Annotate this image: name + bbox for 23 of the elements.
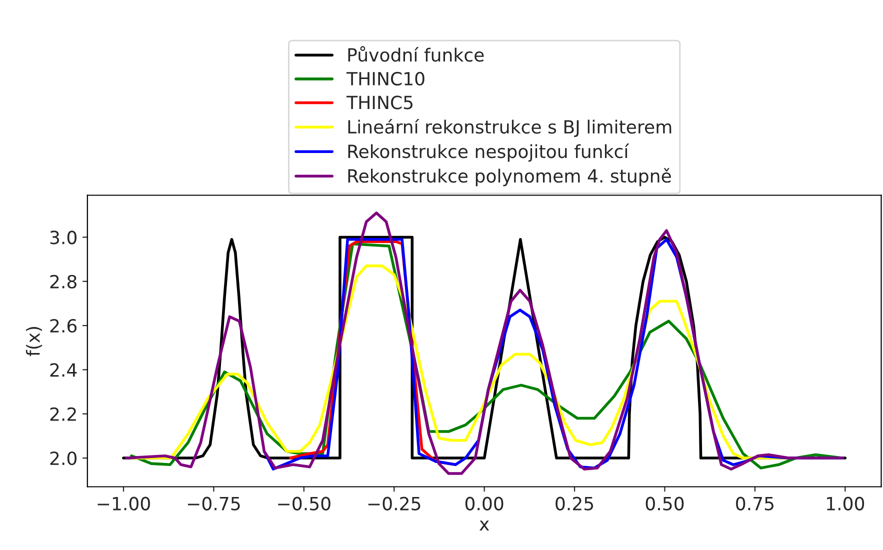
x-tick-label: 0.25 xyxy=(556,496,594,510)
y-tick-label: 2.2 xyxy=(50,407,76,421)
y-axis-title: f(x) xyxy=(26,326,42,356)
x-axis-title: x xyxy=(480,520,490,530)
y-tick-label: 2.6 xyxy=(50,319,77,333)
x-tick-label: 1.00 xyxy=(827,496,864,510)
y-tick-label: 2.0 xyxy=(50,452,76,466)
legend-label: Původní funkce xyxy=(348,46,484,62)
y-tick-label: 3.0 xyxy=(50,230,76,244)
x-tick-label: −0.75 xyxy=(188,496,240,510)
x-tick-label: 0.00 xyxy=(465,496,504,510)
legend-label: Rekonstrukce polynomem 4. stupně xyxy=(348,168,671,186)
x-tick-label: −0.25 xyxy=(368,496,420,510)
y-tick-label: 2.4 xyxy=(50,363,77,377)
legend-label: THINC10 xyxy=(346,72,424,86)
legend-label: Rekonstrukce nespojitou funkcí xyxy=(348,144,630,162)
y-tick-label: 2.8 xyxy=(50,274,76,288)
legend-label: Lineární rekonstrukce s BJ limiterem xyxy=(348,118,672,138)
x-tick-label: 0.50 xyxy=(646,496,684,510)
x-tick-label: 0.75 xyxy=(736,496,774,510)
legend-label: THINC5 xyxy=(346,96,412,110)
x-tick-label: −0.50 xyxy=(278,496,330,510)
x-tick-label: −1.00 xyxy=(98,496,150,510)
